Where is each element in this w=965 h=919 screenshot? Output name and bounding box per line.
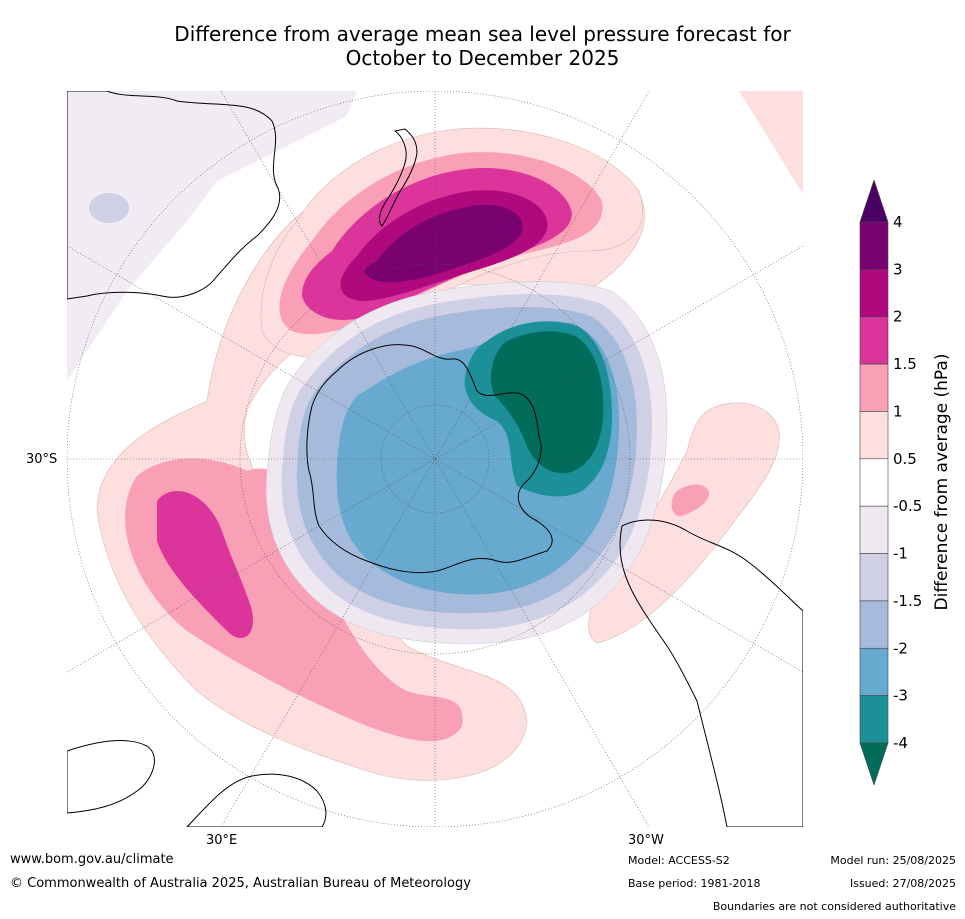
- footer-website[interactable]: www.bom.gov.au/climate: [10, 852, 174, 867]
- new-zealand-coastline: [378, 128, 418, 227]
- colorbar-tick-label: 4: [893, 213, 903, 231]
- polar-map: [67, 91, 803, 827]
- colorbar-tick-label: -1.5: [893, 592, 922, 610]
- title-line-2: October to December 2025: [345, 46, 620, 70]
- contour-neg4-antarctica: [491, 331, 604, 474]
- colorbar-tick-label: -1: [893, 545, 908, 563]
- colorbar-segment: [859, 458, 889, 507]
- footer-disclaimer: Boundaries are not considered authoritat…: [712, 900, 956, 913]
- title-line-1: Difference from average mean sea level p…: [174, 22, 791, 46]
- contour-neg05-australia: [67, 91, 357, 381]
- africa-coastline: [67, 740, 327, 827]
- south-america-coastline: [619, 519, 803, 827]
- graticule-circle-30: [239, 263, 631, 655]
- colorbar-segment: [859, 505, 889, 554]
- colorbar-segment: [859, 221, 889, 270]
- colorbar-title: Difference from average (hPa): [932, 353, 952, 611]
- antarctica-coastline: [306, 344, 553, 574]
- colorbar-tick-label: 1.5: [893, 355, 917, 373]
- colorbar-tick-label: -0.5: [893, 497, 922, 515]
- contour-pos15-south-atlantic: [157, 491, 253, 639]
- colorbar-segment: [859, 647, 889, 696]
- contour-pos1-south-america: [671, 484, 710, 517]
- graticule-meridian-120: [67, 245, 803, 673]
- graticule-meridian-150: [220, 91, 650, 827]
- colorbar-under-arrow: [859, 742, 889, 785]
- colorbar-tick-label: 0.5: [893, 450, 917, 468]
- colorbar-segment: [859, 695, 889, 744]
- contour-pos05-south-america: [588, 402, 780, 644]
- colorbar-segment: [859, 553, 889, 602]
- graticule-circle-60: [380, 404, 490, 514]
- colorbar-segment: [859, 600, 889, 649]
- colorbar-segment: [859, 363, 889, 412]
- graticule-meridian-30: [220, 91, 650, 827]
- footer-model-run: Model run: 25/08/2025: [830, 854, 956, 867]
- lon-label-30e: 30°E: [206, 833, 238, 848]
- colorbar-tick-label: 1: [893, 402, 903, 420]
- colorbar-over-arrow: [859, 180, 889, 223]
- chart-title: Difference from average mean sea level p…: [0, 22, 965, 70]
- lat-label-30s: 30°S: [26, 452, 58, 467]
- australia-coastline: [67, 91, 281, 300]
- colorbar-tick-label: -4: [893, 734, 908, 752]
- contour-pos3-pacific: [364, 205, 523, 283]
- colorbar-segment: [859, 411, 889, 460]
- footer-base-period: Base period: 1981-2018: [628, 877, 761, 890]
- colorbar-tick-label: -3: [893, 687, 908, 705]
- colorbar-segment: [859, 269, 889, 318]
- footer-issued: Issued: 27/08/2025: [849, 877, 956, 890]
- footer-copyright: © Commonwealth of Australia 2025, Austra…: [10, 876, 471, 891]
- colorbar-tick-label: -2: [893, 639, 908, 657]
- contour-pos05-corner: [739, 91, 803, 194]
- colorbar: 4 3 2 1.5 1 0.5 -0.5 -1 -1.5 -2 -3 -4: [859, 180, 922, 785]
- colorbar-tick-label: 3: [893, 260, 903, 278]
- contour-neg1-small: [89, 193, 129, 223]
- lon-label-30w: 30°W: [628, 833, 664, 848]
- graticule-meridian-60: [67, 245, 803, 673]
- footer-model: Model: ACCESS-S2: [628, 854, 730, 867]
- colorbar-segment: [859, 316, 889, 365]
- colorbar-tick-label: 2: [893, 308, 903, 326]
